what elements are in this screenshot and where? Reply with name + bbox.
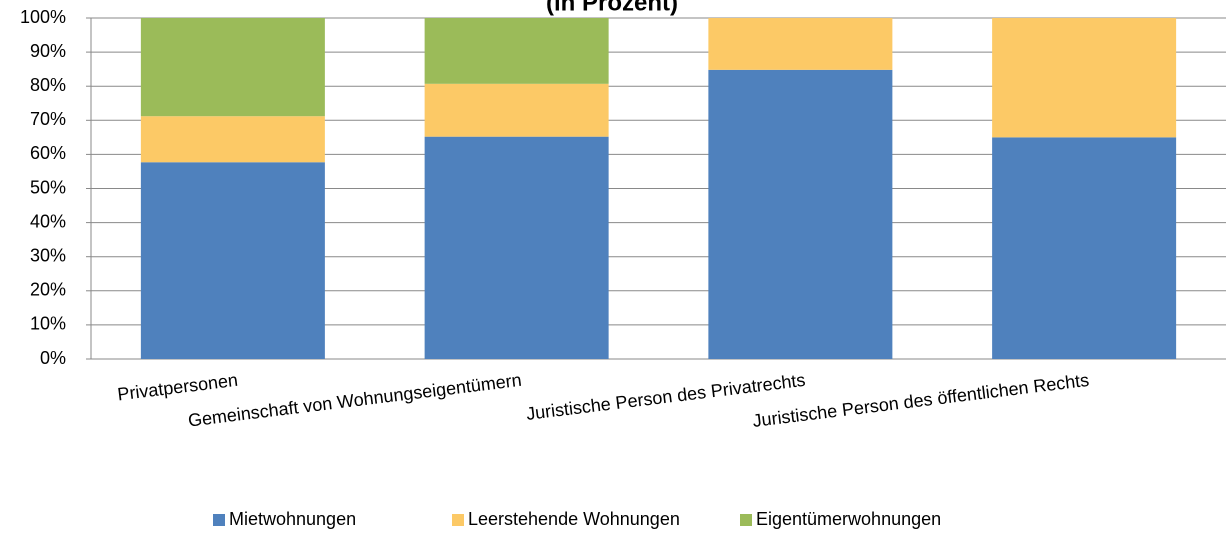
y-tick-label: 70% [30, 109, 66, 129]
legend-swatch [452, 514, 464, 526]
bar-segment [140, 116, 325, 163]
y-tick-label: 30% [30, 245, 66, 265]
bar-segment [424, 18, 609, 84]
bar-segment [708, 18, 893, 70]
bar-segment [992, 137, 1177, 359]
bar-segment [992, 18, 1177, 138]
y-tick-label: 80% [30, 75, 66, 95]
chart-title: (in Prozent) [546, 0, 678, 16]
legend-swatch [740, 514, 752, 526]
legend-label: Mietwohnungen [229, 509, 356, 529]
y-tick-label: 50% [30, 177, 66, 197]
bar-segment [424, 136, 609, 359]
legend-swatch [213, 514, 225, 526]
legend-label: Eigentümerwohnungen [756, 509, 941, 529]
legend-label: Leerstehende Wohnungen [468, 509, 680, 529]
bar-segment [140, 18, 325, 117]
y-tick-label: 20% [30, 280, 66, 300]
y-tick-label: 100% [20, 7, 66, 27]
y-tick-label: 0% [40, 348, 66, 368]
y-tick-label: 40% [30, 211, 66, 231]
y-tick-label: 10% [30, 314, 66, 334]
bar-segment [140, 162, 325, 359]
bar-segment [708, 69, 893, 359]
y-tick-label: 60% [30, 143, 66, 163]
y-tick-label: 90% [30, 41, 66, 61]
bar-segment [424, 83, 609, 137]
x-tick-label: Privatpersonen [116, 370, 239, 405]
